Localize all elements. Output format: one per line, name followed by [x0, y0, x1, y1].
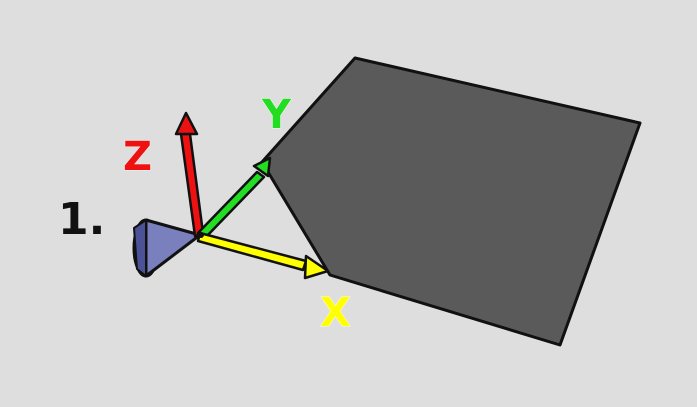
step-number-label: 1. [58, 194, 105, 245]
z-axis-arrow [174, 111, 205, 238]
camera-icon [132, 218, 202, 278]
origin-point [198, 232, 204, 238]
y-axis-label: Y [261, 92, 292, 138]
y-axis-arrow [196, 156, 272, 240]
z-axis-label: Z [123, 134, 152, 180]
x-axis-label: X [320, 290, 351, 336]
gray-plane-face [260, 56, 642, 347]
x-axis-arrow [196, 231, 330, 280]
